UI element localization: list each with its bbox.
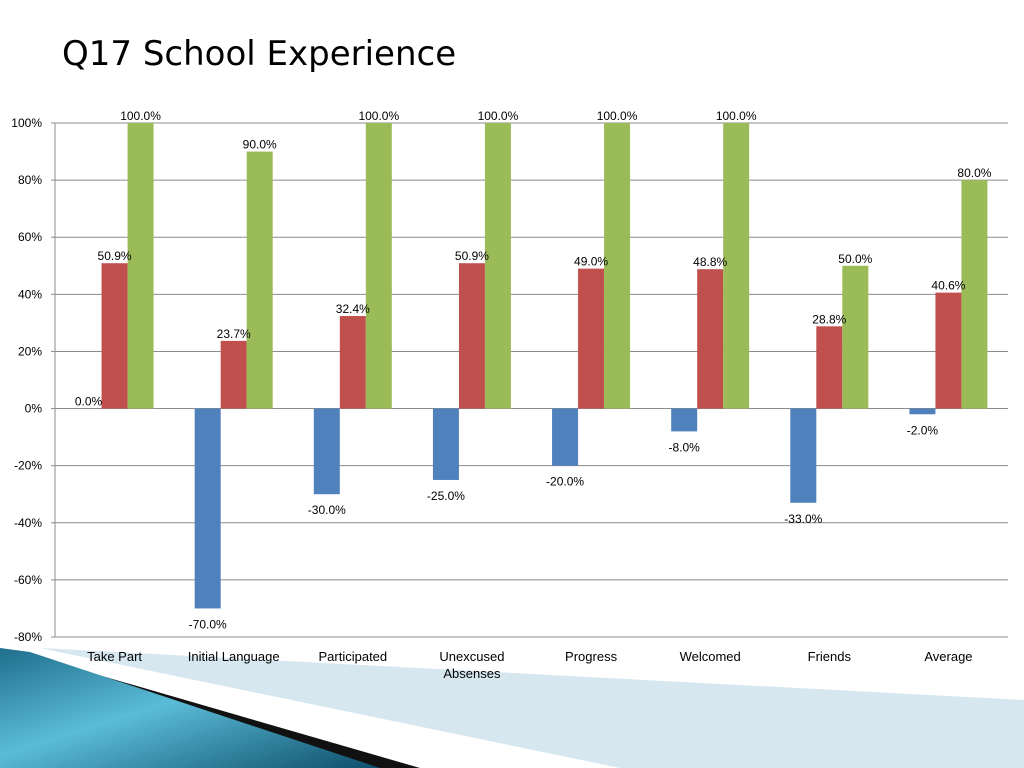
y-tick-label: -20% [14,459,42,473]
data-label: -2.0% [907,423,939,437]
data-label: 0.0% [75,395,103,409]
data-label: 100.0% [358,109,399,123]
slide-decoration [0,648,1024,768]
data-label: 80.0% [957,166,991,180]
data-label: -8.0% [669,440,701,454]
data-label: 90.0% [243,138,277,152]
bar [909,408,936,415]
data-labels: 0.0% 50.9% 100.0% -70.0% 23.7% 90.0% -30.0% 32.… [75,109,992,631]
bar [961,180,988,409]
y-tick-label: 100% [11,116,42,130]
axes: -80% -60% -40% -20% 0% 20% 40% 60% 80% 100% Take P… [11,116,972,681]
decoration-light-band [40,648,1024,768]
bar [790,408,817,503]
data-label: -33.0% [784,512,822,526]
bar [935,292,962,409]
x-tick-label: Average [924,649,972,664]
data-label: -30.0% [308,503,346,517]
bar [484,123,511,409]
x-tick-label: Friends [808,649,852,664]
data-label: 100.0% [597,109,638,123]
data-label: 100.0% [478,109,519,123]
data-label: 100.0% [716,109,757,123]
bar [101,263,128,409]
y-tick-label: 80% [18,173,42,187]
bar [842,265,869,409]
x-tick-label: Take Part [87,649,142,664]
data-label: -25.0% [427,489,465,503]
bar [365,123,392,409]
bar [816,326,843,409]
y-tick-label: 20% [18,344,42,358]
bar [339,316,366,409]
decoration-teal-wedge [0,648,380,768]
x-tick-label: Participated [318,649,387,664]
y-tick-label: 40% [18,287,42,301]
x-tick-label: Unexcused [439,649,504,664]
y-tick-label: -60% [14,573,42,587]
bar [604,123,631,409]
data-label: 50.9% [98,249,132,263]
bar [723,123,750,409]
x-tick-label: Initial Language [188,649,280,664]
data-label: 50.0% [838,252,872,266]
bar [671,408,698,432]
bar [432,408,459,480]
x-tick-label: Progress [565,649,618,664]
y-tick-label: -40% [14,516,42,530]
bar [552,408,579,466]
y-tick-label: 0% [25,402,43,416]
y-tick-label: -80% [14,630,42,644]
data-label: 100.0% [120,109,161,123]
x-tick-label: Welcomed [680,649,741,664]
bar [127,123,154,409]
data-label: 40.6% [931,279,965,293]
data-label: -70.0% [189,617,227,631]
data-label: 50.9% [455,249,489,263]
data-label: 32.4% [336,302,370,316]
data-label: -20.0% [546,475,584,489]
bar [246,151,273,409]
bar [313,408,340,495]
bars [101,123,988,609]
data-label: 48.8% [693,255,727,269]
x-tick-label: Absenses [443,666,501,681]
bar [458,263,485,409]
bar [220,340,247,409]
data-label: 23.7% [217,327,251,341]
bar [697,269,724,409]
bar [194,408,221,609]
data-label: 49.0% [574,255,608,269]
data-label: 28.8% [812,312,846,326]
slide-title: Q17 School Experience [62,34,457,74]
y-tick-label: 60% [18,230,42,244]
bar [578,268,605,409]
